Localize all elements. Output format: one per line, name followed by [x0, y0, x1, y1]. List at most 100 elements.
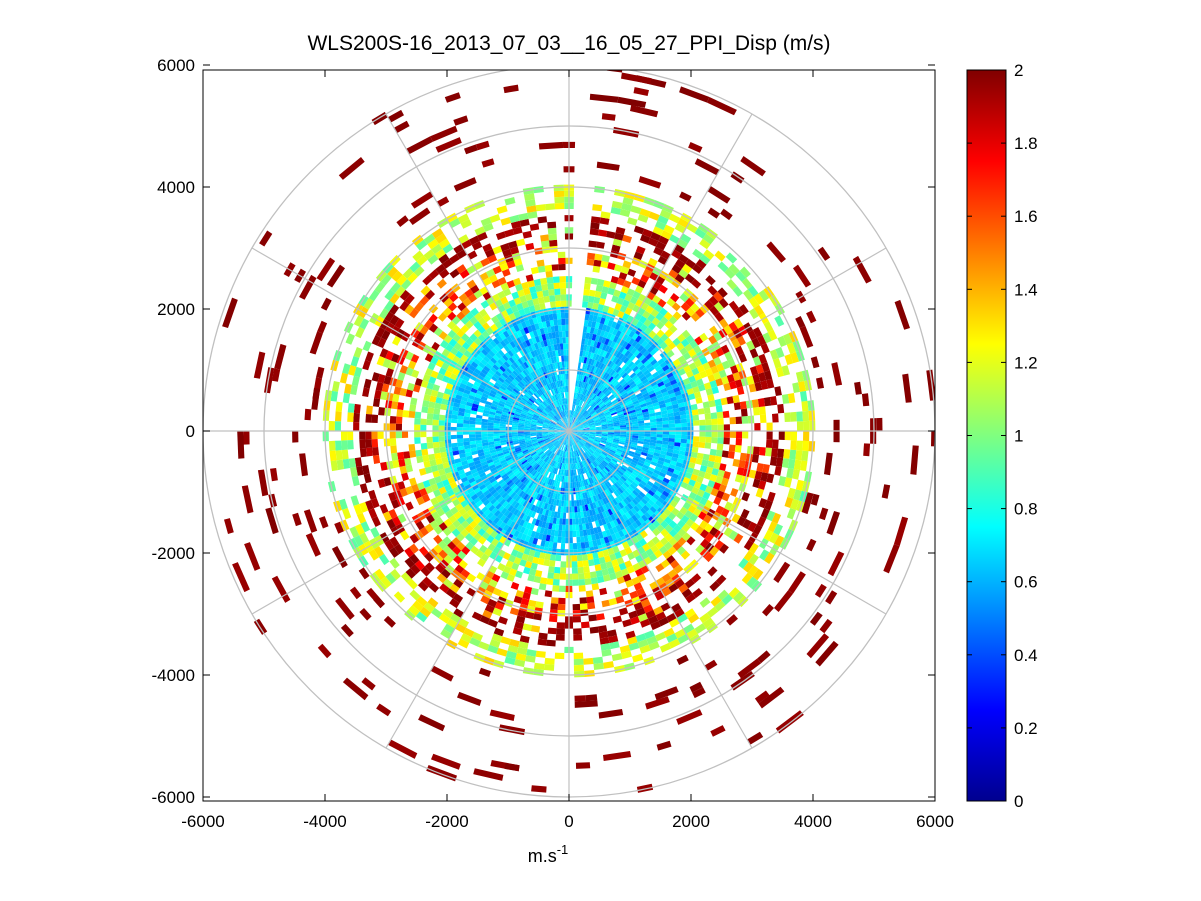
velocity-cell	[590, 462, 596, 469]
velocity-cell	[588, 384, 594, 392]
velocity-cell	[545, 399, 550, 405]
velocity-cell	[566, 422, 569, 429]
velocity-cell	[556, 362, 561, 369]
velocity-cell	[560, 475, 563, 482]
velocity-cell	[455, 461, 463, 468]
velocity-cell	[612, 328, 619, 336]
velocity-cell	[591, 476, 596, 483]
velocity-cell	[520, 398, 527, 404]
velocity-cell	[485, 526, 494, 535]
velocity-cell	[595, 424, 602, 427]
velocity-cell	[654, 449, 661, 454]
velocity-cell	[553, 368, 558, 376]
velocity-cell	[514, 397, 521, 403]
velocity-cell	[649, 348, 657, 356]
velocity-cell	[549, 492, 554, 499]
velocity-cell	[753, 446, 760, 455]
velocity-cell	[661, 391, 669, 397]
velocity-cell	[537, 375, 543, 382]
velocity-cell	[624, 415, 632, 420]
velocity-cell	[543, 295, 550, 303]
velocity-cell	[554, 408, 558, 414]
velocity-cell	[618, 522, 626, 531]
velocity-cell	[683, 365, 692, 373]
velocity-cell	[602, 483, 608, 490]
velocity-cell	[544, 384, 550, 392]
velocity-cell	[552, 505, 556, 512]
velocity-cell	[583, 426, 590, 428]
velocity-cell	[599, 492, 605, 499]
velocity-cell	[588, 509, 594, 517]
velocity-cell	[536, 398, 542, 404]
velocity-cell	[529, 467, 535, 474]
velocity-cell	[631, 397, 639, 403]
velocity-cell	[510, 305, 519, 313]
velocity-cell	[607, 319, 614, 327]
velocity-cell	[544, 590, 553, 598]
velocity-cell	[539, 404, 545, 410]
velocity-cell	[566, 422, 569, 429]
velocity-cell	[544, 418, 551, 422]
velocity-cell	[585, 451, 591, 457]
velocity-cell	[523, 427, 531, 430]
velocity-cell	[559, 444, 563, 450]
velocity-cell	[559, 374, 562, 381]
velocity-cell	[650, 421, 657, 426]
velocity-cell	[537, 459, 543, 465]
velocity-cell	[535, 376, 541, 383]
velocity-cell	[690, 380, 698, 389]
velocity-cell	[506, 469, 513, 476]
velocity-cell	[678, 450, 686, 456]
velocity-cell	[598, 402, 605, 407]
velocity-cell	[490, 530, 498, 539]
velocity-cell	[499, 536, 507, 545]
velocity-cell	[544, 333, 550, 340]
velocity-cell	[629, 500, 636, 508]
velocity-cell	[563, 457, 566, 464]
velocity-cell	[576, 434, 583, 438]
velocity-cell	[522, 500, 529, 508]
velocity-cell	[569, 416, 571, 423]
velocity-cell	[550, 344, 555, 351]
velocity-cell	[623, 481, 630, 488]
velocity-cell	[604, 503, 611, 510]
velocity-cell	[628, 475, 636, 482]
velocity-cell	[641, 449, 649, 454]
velocity-cell	[564, 398, 567, 405]
velocity-cell	[530, 436, 537, 440]
velocity-cell	[601, 337, 607, 344]
velocity-cell	[502, 380, 510, 387]
velocity-cell	[638, 431, 645, 434]
velocity-cell	[519, 356, 526, 364]
velocity-cell	[396, 409, 404, 417]
velocity-cell	[561, 361, 565, 368]
velocity-cell	[702, 401, 710, 409]
velocity-cell	[538, 441, 545, 445]
velocity-cell	[618, 324, 625, 332]
velocity-cell	[571, 431, 578, 434]
velocity-cell	[585, 547, 591, 555]
velocity-cell	[618, 530, 625, 538]
velocity-cell	[581, 409, 587, 416]
velocity-cell	[686, 388, 694, 395]
velocity-cell	[581, 388, 585, 395]
velocity-cell	[587, 301, 594, 309]
velocity-cell	[510, 372, 517, 379]
velocity-cell	[624, 343, 632, 351]
velocity-cell	[658, 384, 666, 391]
velocity-cell	[594, 388, 600, 395]
velocity-cell	[542, 393, 548, 400]
velocity-cell	[664, 368, 672, 375]
velocity-cell	[609, 520, 616, 528]
velocity-cell	[656, 393, 663, 399]
velocity-cell	[509, 326, 517, 334]
velocity-cell	[583, 411, 589, 417]
velocity-cell	[481, 348, 489, 356]
velocity-cell	[576, 450, 580, 457]
velocity-cell	[541, 402, 547, 408]
velocity-cell	[567, 439, 569, 446]
velocity-cell	[643, 416, 650, 421]
velocity-cell	[578, 585, 586, 592]
velocity-cell	[538, 467, 544, 474]
velocity-cell	[557, 421, 563, 426]
